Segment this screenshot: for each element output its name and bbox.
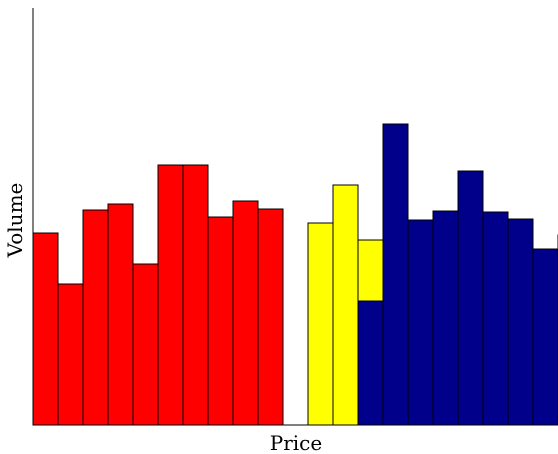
bar-series-3-6 — [482, 211, 509, 426]
bar-series-3-2 — [382, 123, 409, 426]
bar-series-3-5 — [457, 170, 484, 426]
bar-series-2-2 — [332, 184, 359, 426]
bar-series-1-10 — [257, 208, 284, 426]
bar-series-3-7 — [507, 218, 534, 426]
y-axis-label: Volume — [3, 183, 27, 259]
bar-series-1-7 — [182, 164, 209, 426]
bar-series-1-8 — [207, 216, 234, 426]
bar-series-1-1 — [32, 232, 59, 426]
bar-series-3-3 — [407, 219, 434, 426]
bar-series-1-2 — [57, 283, 84, 426]
bar-series-1-9 — [232, 200, 259, 426]
bars-group — [32, 123, 558, 426]
bar-series-1-4 — [107, 203, 134, 426]
bar-series-3-8 — [532, 248, 558, 426]
bar-series-3-4 — [432, 210, 459, 426]
bar-series-3-1 — [357, 300, 384, 426]
x-axis-label: Price — [270, 431, 322, 454]
bar-series-2-1 — [307, 222, 334, 426]
bar-series-1-3 — [82, 209, 109, 426]
bar-series-1-6 — [157, 164, 184, 426]
bar-series-1-5 — [132, 263, 159, 426]
